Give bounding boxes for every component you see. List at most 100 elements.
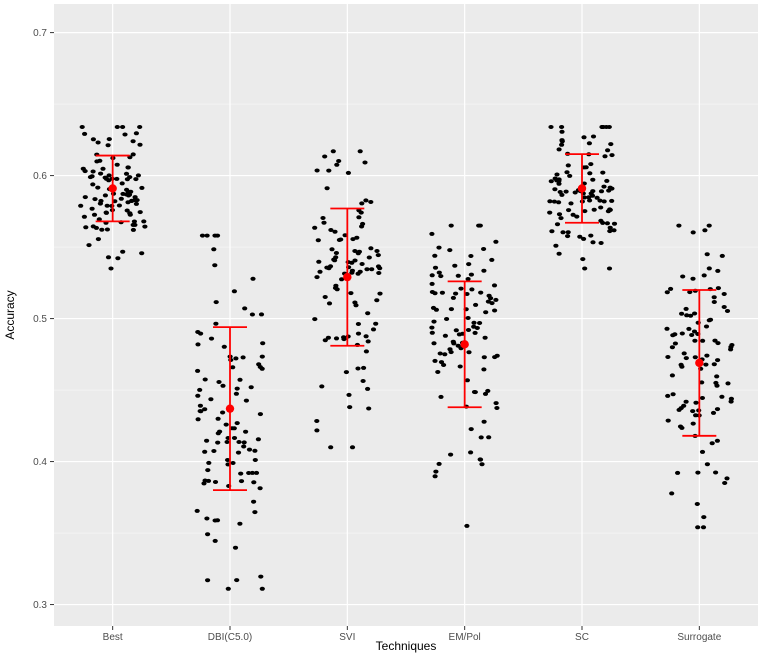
data-point bbox=[95, 140, 101, 145]
data-point bbox=[194, 508, 200, 513]
data-point bbox=[435, 370, 441, 374]
data-point bbox=[559, 142, 565, 147]
y-tick-label: 0.4 bbox=[33, 457, 47, 468]
data-point bbox=[684, 313, 690, 318]
data-point bbox=[598, 241, 604, 245]
data-point bbox=[699, 396, 706, 400]
data-point bbox=[664, 290, 670, 295]
data-point bbox=[668, 286, 674, 291]
data-point bbox=[464, 292, 470, 296]
data-point bbox=[670, 392, 676, 397]
data-point bbox=[137, 210, 143, 215]
data-point bbox=[551, 199, 558, 204]
data-point bbox=[556, 200, 562, 205]
data-point bbox=[319, 384, 325, 389]
mean-point bbox=[695, 358, 704, 368]
data-point bbox=[139, 251, 145, 256]
data-point bbox=[493, 297, 499, 302]
data-point bbox=[83, 225, 89, 230]
data-point bbox=[131, 219, 137, 224]
data-point bbox=[486, 435, 492, 440]
data-point bbox=[606, 125, 612, 129]
data-point bbox=[607, 225, 613, 230]
data-point bbox=[205, 468, 211, 473]
data-point bbox=[82, 195, 88, 200]
data-point bbox=[225, 586, 231, 591]
data-point bbox=[369, 267, 375, 272]
data-point bbox=[721, 305, 727, 309]
data-point bbox=[90, 137, 96, 142]
data-point bbox=[597, 198, 603, 203]
data-point bbox=[690, 421, 696, 426]
data-point bbox=[679, 331, 685, 336]
data-point bbox=[355, 366, 361, 371]
data-point bbox=[437, 351, 443, 356]
data-point bbox=[133, 131, 139, 136]
data-point bbox=[373, 321, 379, 326]
data-point bbox=[231, 426, 237, 431]
data-point bbox=[95, 237, 101, 242]
data-point bbox=[587, 171, 593, 176]
data-point bbox=[197, 409, 203, 414]
data-point bbox=[235, 450, 242, 455]
points-DBI(C5.0) bbox=[194, 233, 266, 591]
error-bar-Surrogate bbox=[682, 289, 717, 437]
data-point bbox=[665, 393, 671, 398]
data-point bbox=[324, 186, 330, 191]
data-point bbox=[699, 449, 706, 454]
data-point bbox=[317, 269, 323, 274]
data-point bbox=[436, 245, 442, 250]
data-point bbox=[99, 227, 105, 232]
data-point bbox=[199, 233, 206, 238]
data-point bbox=[345, 170, 351, 175]
data-point bbox=[237, 377, 243, 382]
data-point bbox=[492, 308, 498, 313]
data-point bbox=[675, 470, 681, 475]
data-point bbox=[137, 142, 143, 147]
data-point bbox=[728, 396, 735, 401]
data-point bbox=[669, 345, 676, 350]
data-point bbox=[559, 138, 565, 143]
data-point bbox=[719, 394, 725, 399]
data-point bbox=[547, 199, 553, 204]
data-point bbox=[312, 225, 318, 230]
data-point bbox=[605, 209, 612, 214]
data-point bbox=[481, 247, 487, 251]
data-point bbox=[588, 162, 594, 167]
data-point bbox=[485, 388, 491, 393]
data-point bbox=[205, 478, 212, 483]
data-point bbox=[234, 386, 240, 391]
x-tick-label: EM/Pol bbox=[449, 632, 481, 643]
data-point bbox=[558, 216, 564, 221]
data-point bbox=[243, 429, 249, 434]
data-point bbox=[489, 301, 495, 306]
data-point bbox=[122, 132, 128, 137]
data-point bbox=[137, 125, 143, 129]
data-point bbox=[232, 545, 239, 550]
data-point bbox=[79, 125, 85, 129]
data-point bbox=[709, 441, 715, 446]
data-point bbox=[453, 291, 459, 296]
data-point bbox=[211, 247, 217, 252]
data-point bbox=[234, 421, 240, 426]
data-point bbox=[450, 339, 456, 344]
data-point bbox=[466, 350, 472, 355]
data-point bbox=[220, 383, 226, 388]
data-point bbox=[220, 410, 226, 415]
data-point bbox=[204, 516, 210, 521]
data-point bbox=[687, 290, 693, 295]
data-point bbox=[701, 273, 707, 278]
data-point bbox=[255, 437, 261, 442]
data-point bbox=[714, 374, 720, 379]
data-point bbox=[195, 417, 201, 422]
data-point bbox=[464, 523, 470, 528]
data-point bbox=[257, 486, 263, 491]
data-point bbox=[116, 203, 122, 208]
data-point bbox=[713, 470, 719, 475]
data-point bbox=[201, 481, 207, 486]
data-point bbox=[683, 399, 689, 404]
data-point bbox=[364, 267, 370, 272]
data-point bbox=[80, 166, 86, 171]
data-point bbox=[259, 354, 265, 359]
data-point bbox=[468, 272, 474, 277]
